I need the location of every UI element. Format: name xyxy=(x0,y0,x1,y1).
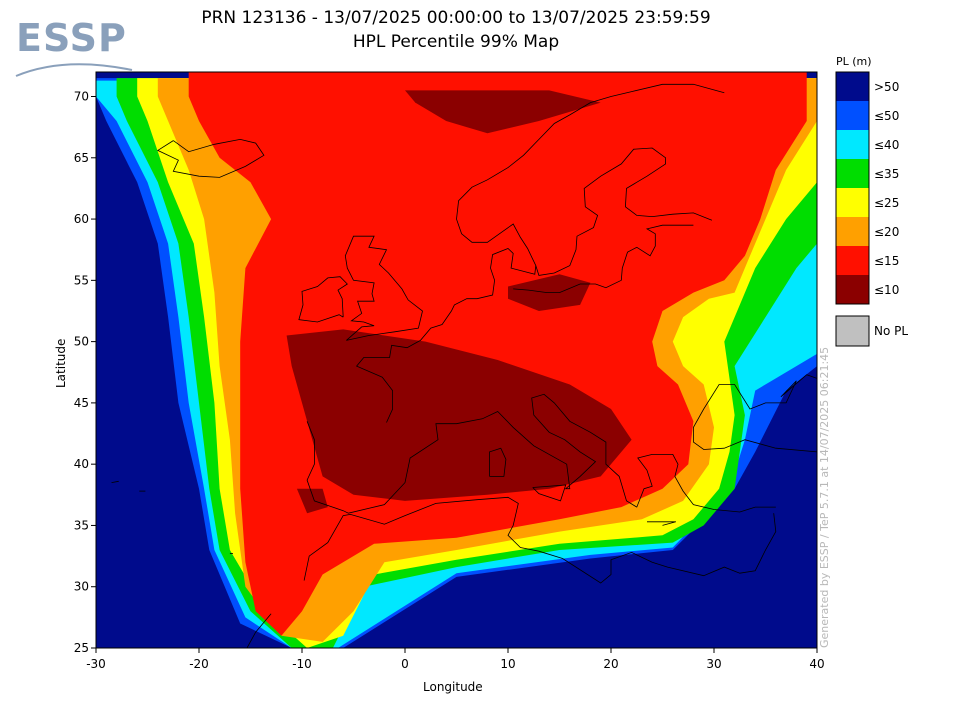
pl-regions xyxy=(96,72,817,648)
pl-region-7 xyxy=(286,329,632,501)
y-axis-label: Latitude xyxy=(54,338,68,388)
coastline-9 xyxy=(489,447,507,477)
coastline-5 xyxy=(298,276,348,323)
legend-label: >50 xyxy=(874,80,900,94)
coastline-1 xyxy=(355,83,725,423)
y-tick-label: 65 xyxy=(74,151,89,165)
legend-label: ≤10 xyxy=(874,283,900,297)
coastline-8 xyxy=(246,613,272,648)
x-tick-label: 10 xyxy=(500,657,515,671)
y-tick-label: 60 xyxy=(74,212,89,226)
pl-region-10 xyxy=(296,488,328,514)
coastline-7 xyxy=(303,496,777,584)
legend-label-no-pl: No PL xyxy=(874,324,909,338)
legend-label: ≤25 xyxy=(874,196,900,210)
x-tick-label: 0 xyxy=(401,657,409,671)
coastlines xyxy=(111,83,817,648)
legend-swatch xyxy=(836,101,869,130)
x-tick-label: 40 xyxy=(809,657,824,671)
logo-text: ESSP xyxy=(16,16,127,60)
x-tick-label: -30 xyxy=(86,657,106,671)
x-axis-label: Longitude xyxy=(423,680,483,694)
coastline-4 xyxy=(344,235,423,341)
legend-label: ≤35 xyxy=(874,167,900,181)
x-tick-label: -10 xyxy=(292,657,312,671)
x-tick-label: -20 xyxy=(189,657,209,671)
y-ticks: 25 30 35 40 45 50 55 60 65 70 xyxy=(74,90,96,655)
legend-label: ≤50 xyxy=(874,109,900,123)
coastline-6 xyxy=(156,138,265,178)
pl-region-6 xyxy=(188,72,807,636)
logo-swoosh xyxy=(15,63,133,77)
coastline-2 xyxy=(535,147,713,276)
legend-swatch-no-pl xyxy=(835,315,870,347)
coastline-10 xyxy=(532,484,567,502)
coastline-3 xyxy=(513,224,694,294)
legend-swatch xyxy=(836,72,869,101)
legend-label: ≤20 xyxy=(874,225,900,239)
pl-region-8 xyxy=(405,90,601,134)
legend-swatch xyxy=(836,159,869,188)
y-tick-label: 30 xyxy=(74,580,89,594)
map-title: PRN 123136 - 13/07/2025 00:00:00 to 13/0… xyxy=(201,8,711,28)
map-subtitle: HPL Percentile 99% Map xyxy=(352,32,560,52)
pl-legend xyxy=(835,71,870,347)
legend-swatch xyxy=(836,275,869,304)
y-tick-label: 50 xyxy=(74,335,89,349)
x-tick-label: 20 xyxy=(603,657,618,671)
y-tick-label: 35 xyxy=(74,518,89,532)
plot-frame xyxy=(95,71,818,649)
y-tick-label: 70 xyxy=(74,90,89,104)
coastline-15 xyxy=(111,480,119,483)
coastline-11 xyxy=(647,521,677,526)
legend-swatch xyxy=(836,217,869,246)
generated-note: Generated by ESSP / TeP 5.7.1 at 14/07/2… xyxy=(818,346,831,648)
coastline-12 xyxy=(693,374,817,453)
y-tick-label: 25 xyxy=(74,641,89,655)
legend-label: ≤15 xyxy=(874,254,900,268)
legend-label: ≤40 xyxy=(874,138,900,152)
legend-title: PL (m) xyxy=(836,55,872,68)
x-ticks: -30 -20 -10 0 10 20 30 40 xyxy=(86,648,825,671)
legend-frame xyxy=(835,71,870,305)
coastline-0 xyxy=(306,393,776,514)
legend-swatch xyxy=(836,246,869,275)
y-tick-label: 55 xyxy=(74,273,89,287)
essp-logo: ESSP xyxy=(14,14,144,80)
x-tick-label: 30 xyxy=(706,657,721,671)
y-tick-label: 45 xyxy=(74,396,89,410)
legend-swatch xyxy=(836,188,869,217)
y-tick-label: 40 xyxy=(74,457,89,471)
legend-swatch xyxy=(836,130,869,159)
